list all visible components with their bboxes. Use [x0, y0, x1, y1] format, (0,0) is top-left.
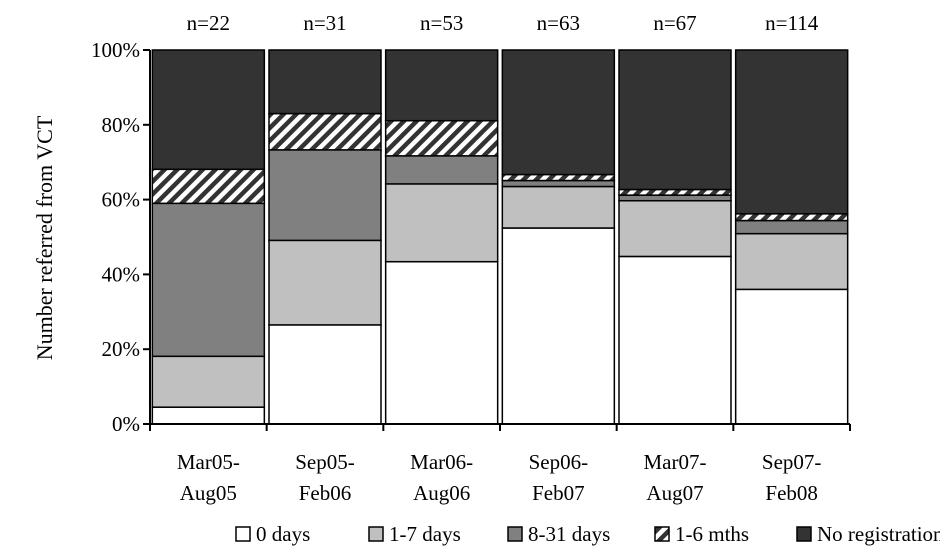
y-tick-label: 100%	[91, 38, 140, 62]
n-labels-group: n=22 n=31 n=53 n=63 n=67 n=114	[187, 11, 819, 35]
n-label: n=31	[303, 11, 346, 35]
bar-segment-no-registration-3	[384, 49, 499, 122]
legend-label-0-days: 0 days	[256, 522, 310, 546]
bar-segment-8-31-days-2	[268, 149, 382, 242]
bar-segment-1-7-days-6	[734, 232, 849, 291]
y-tick-label: 40%	[102, 262, 141, 286]
bar-segment-8-31-days-6	[734, 219, 849, 235]
x-tick-label: Feb06	[299, 481, 352, 505]
bar-segment-1-6-mths-5	[618, 188, 732, 196]
legend-swatch-0-days	[235, 526, 251, 542]
bar-segment-no-registration-1	[151, 49, 266, 171]
axes-group	[149, 50, 851, 431]
bar-segment-no-registration-5	[618, 49, 732, 191]
x-tick-label: Feb07	[532, 481, 585, 505]
y-tick-label: 0%	[112, 412, 140, 436]
bar-segment-1-7-days-1	[151, 355, 266, 408]
n-label: n=53	[420, 11, 463, 35]
x-tick-label: Mar06-	[410, 450, 473, 474]
y-tick-label: 80%	[102, 113, 141, 137]
legend-swatch-8-31-days	[507, 526, 523, 542]
bar-segment-8-31-days-4	[501, 179, 616, 188]
bar-segment-0-days-5	[618, 255, 732, 425]
n-label: n=114	[765, 11, 819, 35]
bar-segment-1-7-days-4	[501, 185, 616, 229]
y-tick-label: 20%	[102, 337, 141, 361]
bar-segment-0-days-2	[268, 324, 382, 425]
bar-segment-8-31-days-1	[151, 202, 266, 358]
legend-swatch-1-6-mths	[654, 526, 670, 542]
bar-segment-no-registration-2	[268, 49, 382, 115]
bar-segment-no-registration-6	[734, 49, 849, 215]
bar-segment-8-31-days-5	[618, 194, 732, 202]
category-labels-group: Mar05- Aug05 Sep05- Feb06 Mar06- Aug06 Sep06- F…	[177, 450, 822, 505]
x-tick-label: Aug06	[413, 481, 470, 505]
bar-segment-1-6-mths-1	[151, 168, 266, 205]
legend-swatch-1-7-days	[368, 526, 384, 542]
bar-segment-0-days-3	[384, 260, 499, 425]
bar-segment-8-31-days-3	[384, 155, 499, 185]
bar-segment-0-days-4	[501, 227, 616, 425]
legend-swatch-no-registration	[796, 526, 812, 542]
y-tick-label: 60%	[102, 188, 141, 212]
n-label: n=63	[537, 11, 580, 35]
bar-segment-1-6-mths-6	[734, 213, 849, 222]
legend-label-1-6-mths: 1-6 mths	[675, 522, 749, 546]
x-tick-label: Sep05-	[295, 450, 355, 474]
bar-segment-1-6-mths-2	[268, 112, 382, 151]
x-tick-label: Mar05-	[177, 450, 240, 474]
x-tick-label: Sep07-	[762, 450, 822, 474]
legend-label-8-31-days: 8-31 days	[528, 522, 610, 546]
legend-label-no-registration: No registration	[817, 522, 940, 546]
y-ticks-group: 0% 20% 40% 60% 80% 100%	[91, 38, 150, 436]
bar-segment-no-registration-4	[501, 49, 616, 176]
x-tick-label: Mar07-	[644, 450, 707, 474]
legend: 0 days 1-7 days 8-31 days 1-6 mths No regist…	[235, 522, 940, 546]
bars-group	[151, 49, 849, 425]
bar-segment-1-6-mths-3	[384, 119, 499, 157]
n-label: n=67	[653, 11, 696, 35]
x-tick-label: Feb08	[765, 481, 818, 505]
bar-segment-1-7-days-3	[384, 183, 499, 263]
y-axis-title: Number referred from VCT	[32, 115, 57, 360]
n-label: n=22	[187, 11, 230, 35]
x-tick-label: Aug07	[646, 481, 703, 505]
x-tick-label: Sep06-	[529, 450, 589, 474]
x-tick-label: Aug05	[180, 481, 237, 505]
bar-segment-0-days-6	[734, 288, 849, 425]
bar-segment-1-7-days-2	[268, 239, 382, 326]
legend-label-1-7-days: 1-7 days	[389, 522, 461, 546]
bar-segment-1-6-mths-4	[501, 173, 616, 182]
bar-segment-0-days-1	[151, 406, 266, 425]
bar-segment-1-7-days-5	[618, 199, 732, 258]
